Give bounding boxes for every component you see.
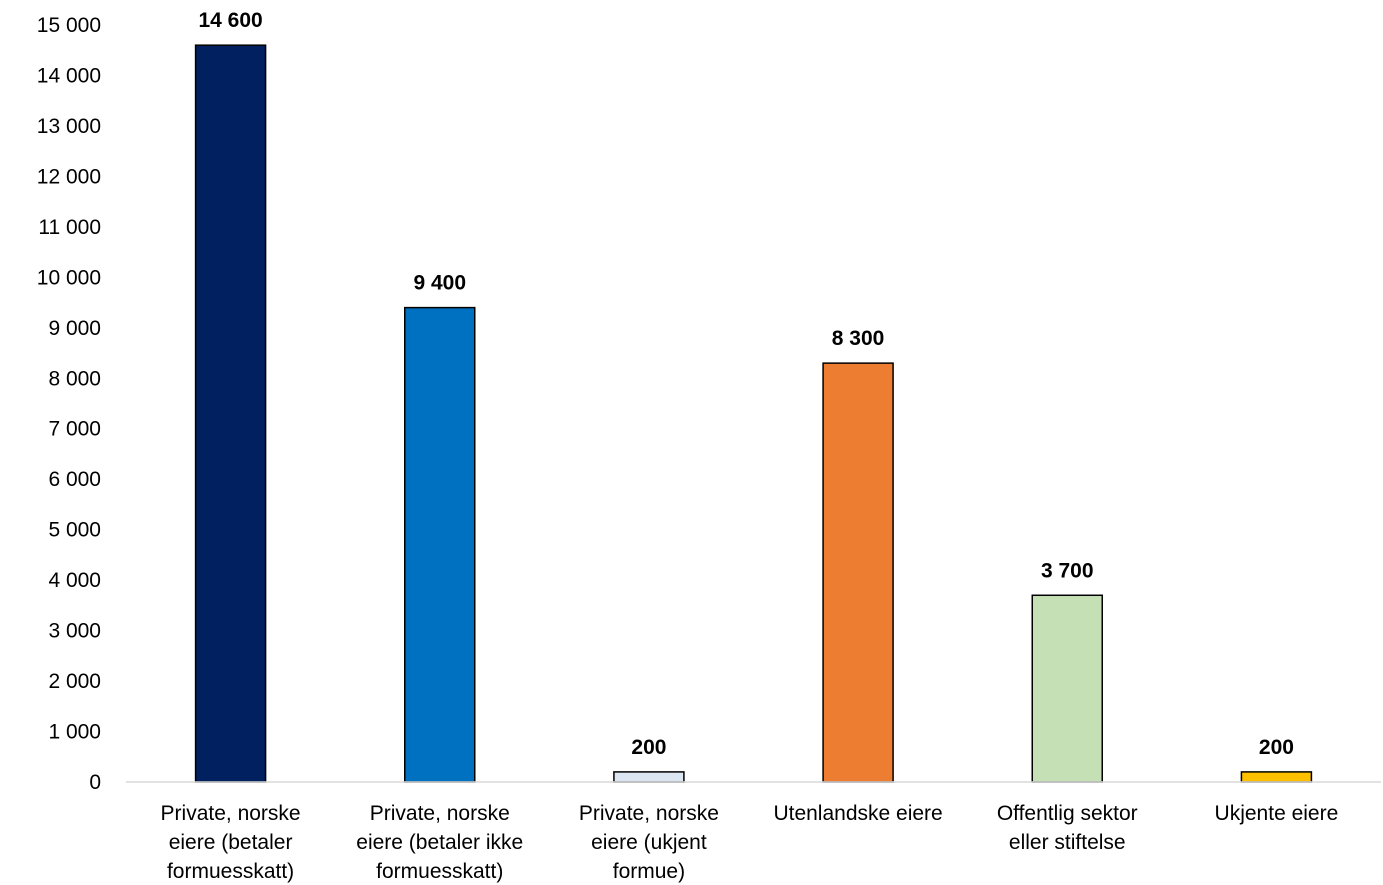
data-label: 200 bbox=[631, 736, 666, 759]
data-label: 200 bbox=[1259, 736, 1294, 759]
category-label-line: eiere (ukjent bbox=[591, 831, 707, 854]
data-labels: 14 600 9 400 200 8 300 3 700 200 bbox=[198, 9, 1293, 759]
data-label: 3 700 bbox=[1041, 559, 1094, 582]
category-label: Utenlandske eiere bbox=[773, 802, 942, 825]
y-tick-label: 5 000 bbox=[48, 519, 101, 542]
category-label-line: eller stiftelse bbox=[1009, 831, 1126, 854]
category-label-line: eiere (betaler bbox=[169, 831, 293, 854]
x-axis: Private, norske eiere (betaler formuesskat… bbox=[161, 802, 1339, 883]
y-tick-label: 3 000 bbox=[48, 620, 101, 643]
data-label: 9 400 bbox=[413, 272, 466, 295]
data-label: 14 600 bbox=[198, 9, 262, 32]
category-label: Private, norske eiere (ukjent formue) bbox=[579, 802, 719, 883]
bar bbox=[1031, 594, 1103, 783]
category-label-line: Offentlig sektor bbox=[997, 802, 1138, 825]
category-label-line: Utenlandske eiere bbox=[773, 802, 942, 825]
y-tick-label: 6 000 bbox=[48, 468, 101, 491]
y-tick-label: 14 000 bbox=[37, 64, 101, 87]
category-label-line: Ukjente eiere bbox=[1215, 802, 1339, 825]
category-label-line: formuesskatt) bbox=[376, 860, 503, 883]
y-tick-label: 7 000 bbox=[48, 418, 101, 441]
y-tick-label: 1 000 bbox=[48, 721, 101, 744]
bar bbox=[194, 44, 267, 783]
bar bbox=[822, 362, 894, 783]
y-tick-label: 0 bbox=[89, 771, 101, 794]
y-axis: 0 1 000 2 000 3 000 4 000 5 000 6 000 7 000 8 00… bbox=[37, 14, 101, 794]
y-tick-label: 12 000 bbox=[37, 165, 101, 188]
category-label-line: Private, norske bbox=[370, 802, 510, 825]
y-tick-label: 15 000 bbox=[37, 14, 101, 37]
category-label: Ukjente eiere bbox=[1215, 802, 1339, 825]
category-label: Offentlig sektor eller stiftelse bbox=[997, 802, 1138, 854]
bars bbox=[194, 44, 1313, 783]
data-label: 8 300 bbox=[832, 327, 885, 350]
category-label-line: formuesskatt) bbox=[167, 860, 294, 883]
bar bbox=[613, 771, 685, 783]
category-label-line: Private, norske bbox=[161, 802, 301, 825]
y-tick-label: 9 000 bbox=[48, 317, 101, 340]
category-label: Private, norske eiere (betaler ikke formue… bbox=[356, 802, 523, 883]
bar bbox=[1240, 771, 1313, 783]
y-tick-label: 13 000 bbox=[37, 115, 101, 138]
category-label: Private, norske eiere (betaler formuesskat… bbox=[161, 802, 301, 883]
y-tick-label: 10 000 bbox=[37, 266, 101, 289]
category-label-line: Private, norske bbox=[579, 802, 719, 825]
category-label-line: eiere (betaler ikke bbox=[356, 831, 523, 854]
category-label-line: formue) bbox=[613, 860, 685, 883]
y-tick-label: 11 000 bbox=[38, 216, 101, 239]
y-tick-label: 2 000 bbox=[48, 670, 101, 693]
y-tick-label: 4 000 bbox=[48, 569, 101, 592]
y-tick-label: 8 000 bbox=[48, 367, 101, 390]
bar bbox=[404, 306, 476, 783]
